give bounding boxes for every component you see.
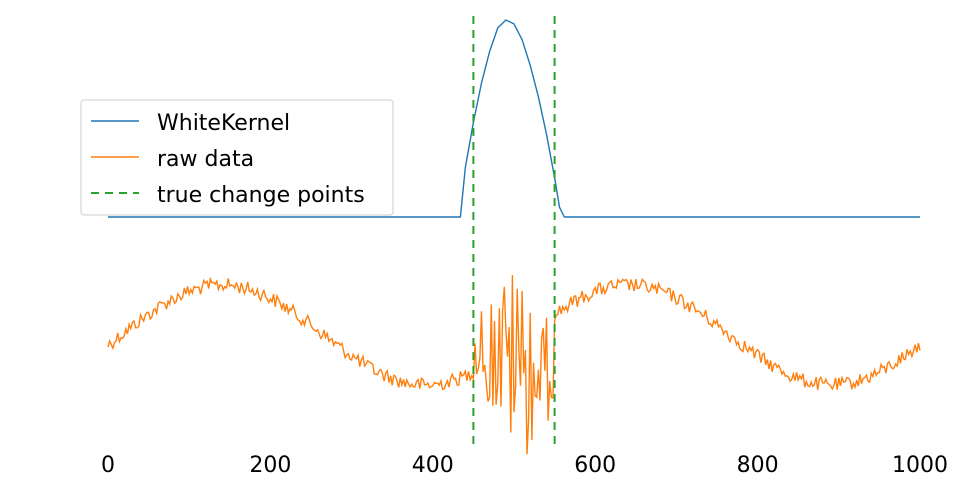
x-tick-label: 400: [412, 453, 454, 478]
legend: WhiteKernel raw data true change points: [80, 99, 394, 216]
x-tick-label: 200: [249, 453, 291, 478]
x-tick-label: 800: [737, 453, 779, 478]
legend-label-change-points: true change points: [157, 183, 365, 208]
x-tick-label: 0: [101, 453, 115, 478]
legend-label-whitekernel: WhiteKernel: [157, 111, 290, 136]
x-tick-label: 600: [574, 453, 616, 478]
legend-frame: [80, 99, 394, 216]
plot-layer: [107, 16, 921, 455]
whitekernel-series-line: [108, 19, 920, 218]
x-axis-ticks: 0 200 400 600 800 1000: [101, 453, 948, 478]
x-tick-label: 1000: [892, 453, 948, 478]
raw-data-series-line: [107, 275, 921, 455]
legend-label-raw-data: raw data: [157, 147, 254, 172]
